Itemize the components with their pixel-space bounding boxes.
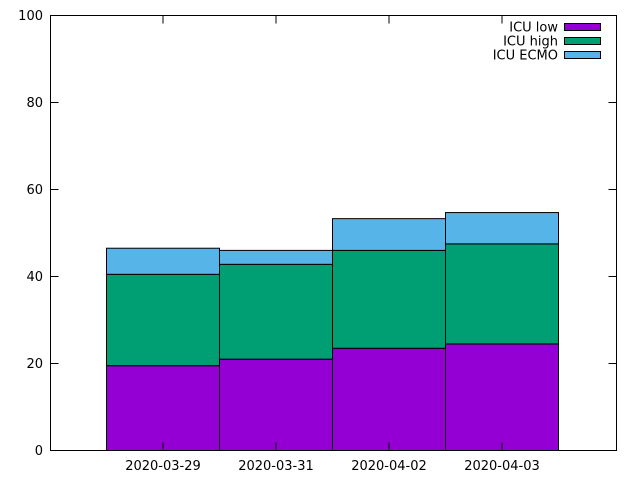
- bar-icu-low-2020-03-31: [219, 358, 333, 451]
- y-tick-label: 80: [26, 96, 43, 111]
- y-tick-label: 40: [26, 270, 43, 285]
- bar-icu-low-2020-04-03: [445, 343, 559, 451]
- bar-icu-low-2020-03-29: [106, 365, 220, 451]
- legend-label: ICU high: [503, 35, 558, 50]
- legend-label: ICU low: [509, 21, 558, 36]
- legend-label: ICU ECMO: [493, 49, 558, 64]
- legend-swatch-icu-low: [564, 23, 601, 31]
- legend-swatch-icu-high: [564, 37, 601, 45]
- x-tick-label: 2020-04-03: [464, 459, 540, 474]
- y-tick-label: 0: [35, 444, 43, 459]
- bar-icu-low-2020-04-02: [332, 347, 446, 451]
- axes-layer: 0 20 40 60 80 100 2020-03-29 2020-03-31 2020-04-…: [18, 9, 617, 474]
- x-tick-label: 2020-03-29: [125, 459, 201, 474]
- x-tick-label: 2020-03-31: [238, 459, 314, 474]
- bar-icu-high-2020-04-02: [332, 249, 446, 349]
- bar-icu-ecmo-2020-04-03: [445, 212, 559, 245]
- legend-swatch-icu-ecmo: [564, 51, 601, 59]
- bars-layer: [106, 212, 559, 451]
- bar-icu-ecmo-2020-04-02: [332, 218, 446, 251]
- y-tick-label: 100: [18, 9, 43, 24]
- x-tick-label: 2020-04-02: [351, 459, 427, 474]
- bar-icu-high-2020-03-31: [219, 263, 333, 360]
- bar-icu-high-2020-03-29: [106, 273, 220, 367]
- bar-icu-high-2020-04-03: [445, 243, 559, 345]
- bar-icu-ecmo-2020-03-29: [106, 247, 220, 275]
- plot-frame: [50, 15, 617, 451]
- y-tick-label: 20: [26, 357, 43, 372]
- bar-icu-ecmo-2020-03-31: [219, 249, 333, 265]
- y-tick-label: 60: [26, 183, 43, 198]
